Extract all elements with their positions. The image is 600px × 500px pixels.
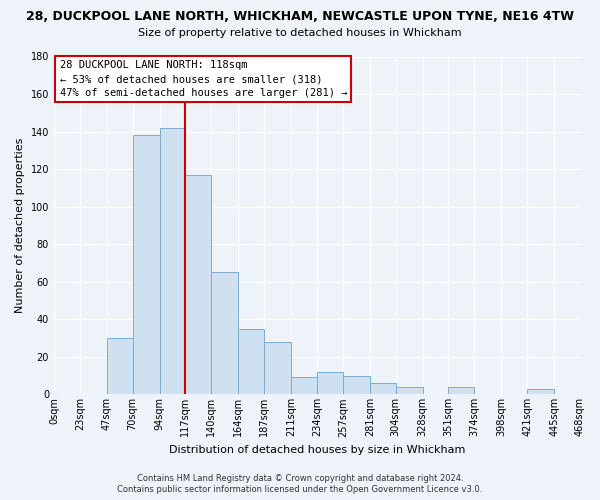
Bar <box>238 328 264 394</box>
X-axis label: Distribution of detached houses by size in Whickham: Distribution of detached houses by size … <box>169 445 465 455</box>
Bar <box>133 136 160 394</box>
Bar <box>448 387 475 394</box>
Text: Size of property relative to detached houses in Whickham: Size of property relative to detached ho… <box>138 28 462 38</box>
Bar <box>185 175 211 394</box>
Bar <box>395 387 422 394</box>
Bar <box>343 376 370 394</box>
Bar <box>527 389 554 394</box>
Text: 28, DUCKPOOL LANE NORTH, WHICKHAM, NEWCASTLE UPON TYNE, NE16 4TW: 28, DUCKPOOL LANE NORTH, WHICKHAM, NEWCA… <box>26 10 574 23</box>
Bar <box>211 272 238 394</box>
Bar <box>370 383 395 394</box>
Text: Contains HM Land Registry data © Crown copyright and database right 2024.
Contai: Contains HM Land Registry data © Crown c… <box>118 474 482 494</box>
Bar <box>291 378 317 394</box>
Y-axis label: Number of detached properties: Number of detached properties <box>15 138 25 313</box>
Bar <box>160 128 185 394</box>
Bar <box>264 342 291 394</box>
Text: 28 DUCKPOOL LANE NORTH: 118sqm
← 53% of detached houses are smaller (318)
47% of: 28 DUCKPOOL LANE NORTH: 118sqm ← 53% of … <box>59 60 347 98</box>
Bar <box>317 372 343 394</box>
Bar <box>107 338 133 394</box>
